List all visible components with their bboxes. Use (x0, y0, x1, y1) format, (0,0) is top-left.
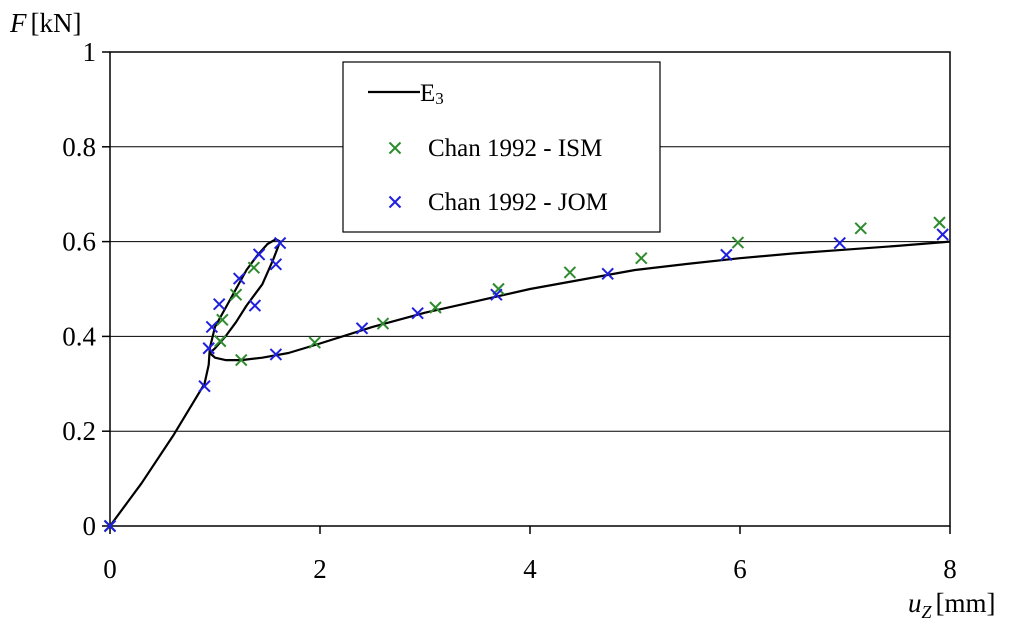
x-axis-label: uZ [mm] (908, 588, 996, 619)
data-point-s1-11 (635, 251, 648, 265)
y-axis-label: F [kN] (9, 8, 81, 38)
x-axis-symbol: u (908, 588, 922, 618)
y-tick-label-4: 0.8 (62, 132, 96, 162)
data-point-s2-9 (248, 299, 262, 312)
y-tick-label-2: 0.4 (62, 321, 96, 351)
y-axis-ticks: 0 0.2 0.4 0.6 0.8 1 (62, 37, 110, 541)
y-tick-label-0: 0 (83, 511, 97, 541)
legend-label-e3: E3 (420, 80, 444, 108)
y-axis-unit: [kN] (31, 8, 82, 38)
legend-label-e3-subscript: 3 (435, 89, 444, 108)
x-axis-ticks: 0 2 4 6 8 (103, 526, 957, 584)
x-tick-label-2: 4 (523, 554, 537, 584)
data-point-s1-2 (216, 313, 229, 327)
x-tick-label-3: 6 (733, 554, 747, 584)
data-point-s2-11 (355, 322, 369, 335)
series-1-points (103, 216, 946, 533)
legend-label-e3-main: E (420, 80, 435, 107)
data-point-s2-0 (103, 519, 117, 533)
legend-label-jom: Chan 1992 - JOM (428, 189, 608, 216)
y-tick-label-3: 0.6 (62, 227, 96, 257)
data-point-s2-14 (601, 267, 614, 281)
data-point-s1-1 (214, 334, 227, 348)
data-point-s2-5 (232, 272, 246, 285)
data-point-s2-3 (205, 320, 219, 334)
x-axis-unit: [mm] (936, 588, 996, 618)
data-point-s1-8 (429, 301, 442, 314)
data-point-s1-7 (376, 317, 390, 330)
legend: E3 Chan 1992 - ISM Chan 1992 - JOM (342, 61, 661, 233)
legend-marker-ism (388, 141, 402, 155)
data-point-s1-3 (229, 288, 243, 301)
legend-label-ism: Chan 1992 - ISM (428, 135, 602, 162)
data-point-s1-13 (854, 222, 867, 235)
x-tick-label-1: 2 (313, 554, 327, 584)
x-tick-label-0: 0 (103, 554, 117, 584)
data-point-s1-6 (308, 336, 321, 349)
data-point-s1-10 (563, 266, 577, 279)
legend-marker-jom (388, 195, 402, 209)
data-point-s2-17 (936, 228, 949, 241)
data-point-s2-15 (720, 248, 733, 262)
data-point-s1-5 (235, 353, 248, 367)
series-2-points (103, 228, 949, 533)
data-point-s2-8 (269, 258, 283, 271)
data-point-s1-4 (247, 261, 261, 274)
series-line-e3 (109, 238, 951, 527)
data-point-s2-6 (252, 248, 266, 261)
data-point-s2-4 (212, 297, 226, 311)
y-axis-symbol: F (9, 8, 27, 38)
legend-swatch-ism (388, 141, 402, 155)
data-point-s2-2 (202, 342, 215, 355)
x-axis-subscript: Z (922, 602, 933, 619)
data-point-s2-12 (411, 306, 424, 320)
data-point-s2-10 (269, 348, 283, 361)
data-point-s1-14 (933, 216, 946, 229)
data-point-s1-12 (731, 236, 745, 249)
y-tick-label-1: 0.2 (62, 416, 96, 446)
data-point-s2-13 (490, 288, 503, 301)
x-tick-label-4: 8 (943, 554, 957, 584)
data-point-s2-7 (273, 236, 287, 250)
series-layer (103, 216, 951, 533)
data-point-s2-1 (198, 379, 211, 393)
legend-swatch-jom (388, 195, 402, 209)
data-point-s2-16 (833, 236, 846, 250)
y-tick-label-5: 1 (83, 37, 97, 67)
